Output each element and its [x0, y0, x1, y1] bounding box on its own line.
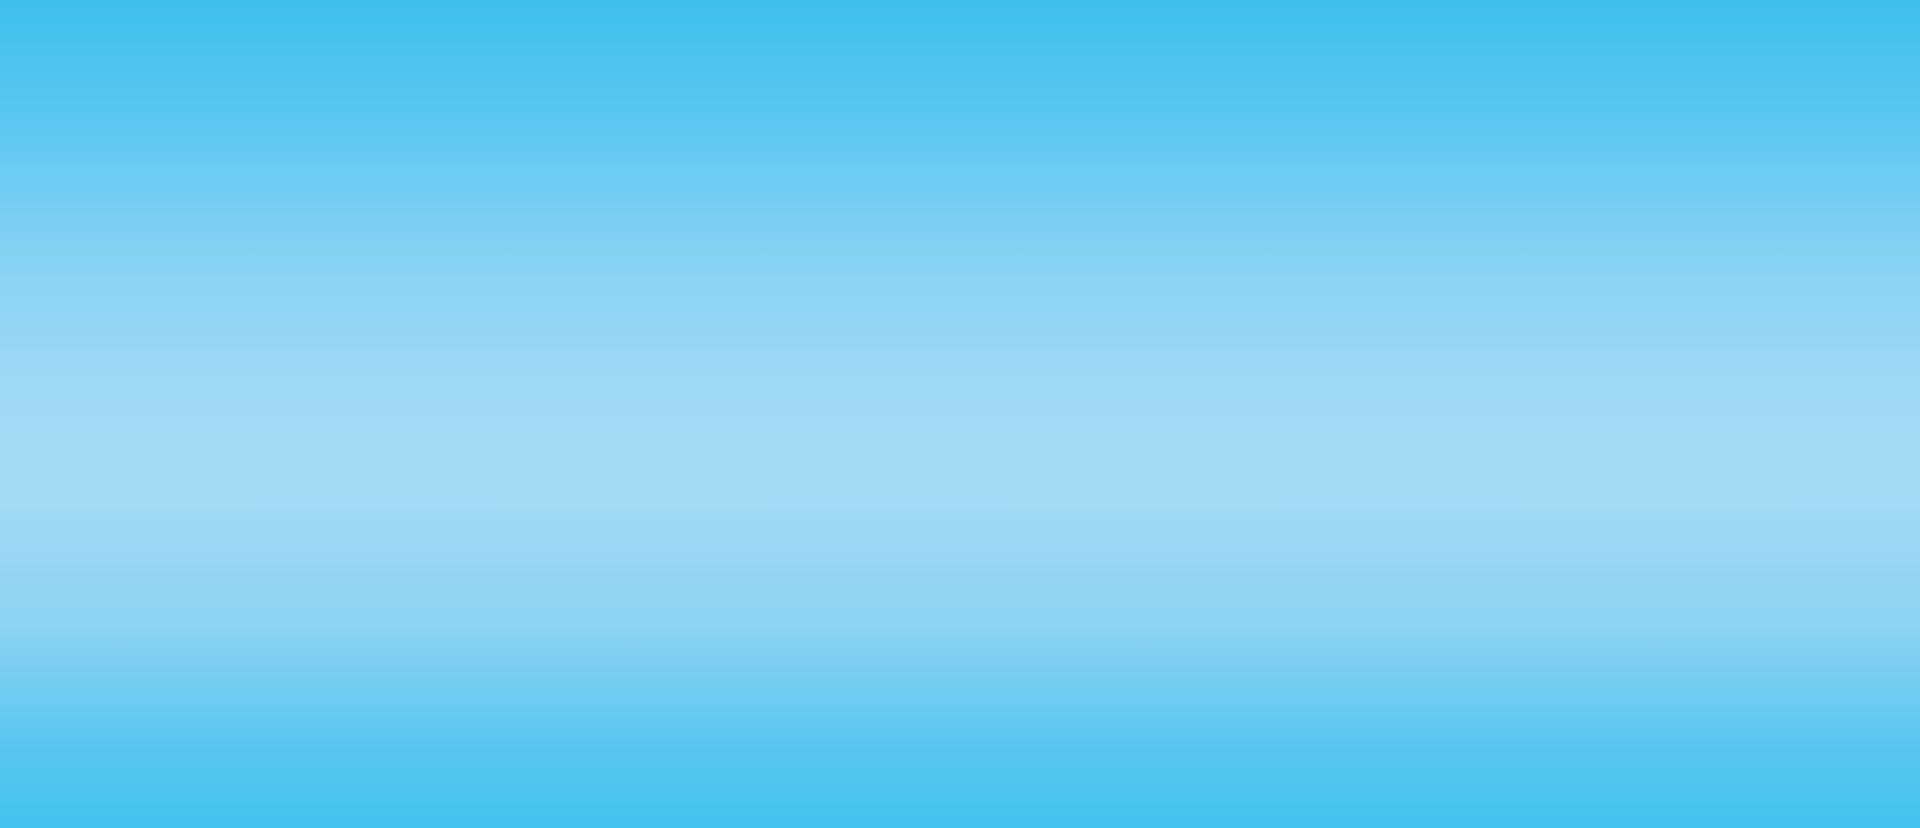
- gas-spectra-chart: [0, 0, 1920, 828]
- hero-banner: [0, 0, 1920, 828]
